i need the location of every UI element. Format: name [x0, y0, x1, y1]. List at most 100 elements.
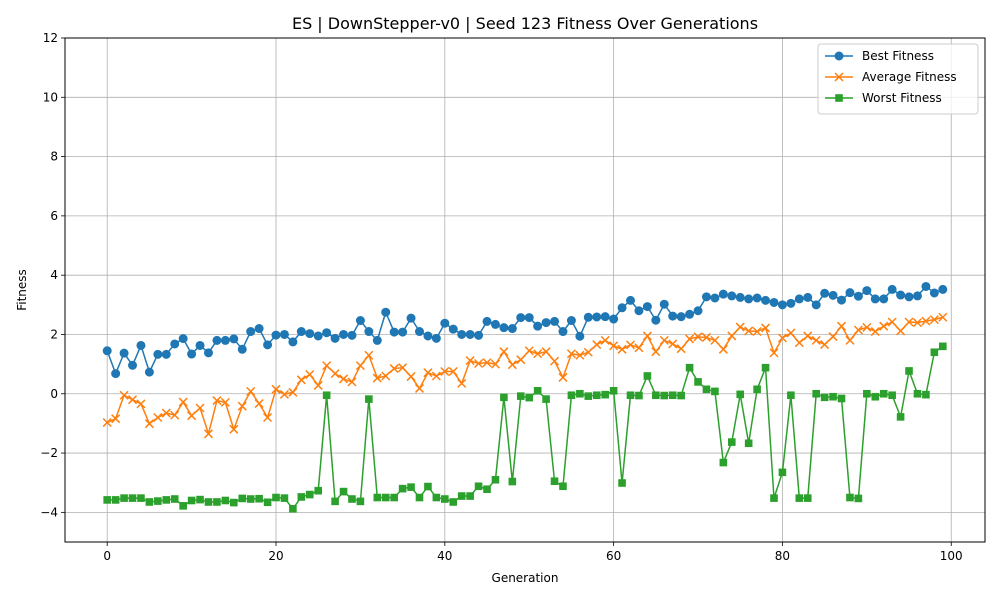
worst-fitness-point	[652, 391, 660, 400]
average-fitness-point	[651, 347, 661, 357]
average-fitness-point	[533, 349, 543, 359]
worst-fitness-point	[449, 498, 458, 506]
average-fitness-point	[735, 322, 745, 332]
best-fitness-point	[296, 327, 306, 337]
best-fitness-point	[474, 330, 484, 340]
best-fitness-point	[794, 294, 804, 304]
worst-fitness-point	[567, 391, 576, 400]
worst-fitness-point	[879, 389, 888, 398]
average-fitness-point	[896, 326, 906, 336]
worst-fitness-point	[787, 391, 795, 400]
average-fitness-point	[744, 326, 754, 336]
best-fitness-point	[744, 294, 754, 304]
average-fitness-point	[693, 332, 703, 342]
worst-fitness-point	[660, 391, 669, 400]
average-fitness-point	[448, 366, 458, 377]
best-fitness-point	[853, 291, 863, 301]
best-fitness-point	[482, 316, 492, 326]
worst-fitness-point	[829, 392, 837, 401]
worst-fitness-point	[398, 484, 407, 493]
average-fitness-point	[710, 335, 720, 345]
average-fitness-point	[220, 397, 230, 407]
best-fitness-point	[136, 340, 146, 350]
worst-fitness-point	[424, 482, 432, 491]
worst-fitness-point	[863, 389, 871, 398]
average-fitness-point	[229, 424, 239, 434]
average-fitness-point	[203, 429, 214, 439]
worst-fitness-point	[441, 495, 449, 503]
best-fitness-point	[398, 327, 408, 337]
best-fitness-point	[364, 327, 374, 337]
average-fitness-point	[153, 412, 163, 423]
best-fitness-point	[288, 337, 298, 347]
best-fitness-point	[685, 309, 695, 319]
worst-fitness-point	[272, 493, 280, 502]
average-fitness-point	[516, 355, 526, 365]
y-axis-label: Fitness	[15, 269, 29, 311]
worst-fitness-point	[390, 493, 398, 502]
worst-fitness-point	[162, 496, 171, 504]
best-fitness-point	[600, 312, 610, 322]
x-axis-label: Generation	[492, 571, 559, 585]
worst-fitness-point	[145, 498, 154, 506]
best-fitness-point	[642, 302, 652, 312]
average-fitness-point	[912, 318, 923, 328]
worst-fitness-point	[179, 502, 187, 510]
worst-fitness-point	[913, 389, 922, 398]
worst-fitness-point	[305, 490, 314, 499]
worst-fitness-point	[230, 498, 238, 507]
worst-fitness-point	[457, 492, 466, 500]
series-best-fitness	[102, 281, 948, 379]
best-fitness-point	[128, 360, 138, 370]
best-fitness-point	[929, 288, 939, 298]
best-fitness-point	[735, 292, 745, 302]
average-fitness-point	[794, 338, 804, 348]
average-fitness-point	[769, 348, 779, 358]
worst-fitness-point	[137, 494, 145, 502]
y-tick-label: 4	[50, 268, 58, 282]
best-fitness-point	[406, 313, 416, 323]
best-fitness-point	[507, 324, 517, 334]
worst-fitness-point	[314, 486, 323, 495]
average-fitness-point	[313, 380, 323, 390]
average-fitness-point	[887, 317, 897, 327]
average-fitness-point	[254, 399, 264, 409]
best-fitness-point	[254, 324, 264, 334]
y-tick-label: 10	[43, 90, 58, 104]
worst-fitness-point	[871, 392, 880, 401]
x-axis-ticks: 0 20 40 60 80 100	[103, 542, 963, 563]
best-fitness-point	[558, 327, 568, 337]
x-tick-label: 20	[268, 549, 283, 563]
best-fitness-point	[617, 303, 627, 313]
worst-fitness-point	[854, 494, 863, 503]
worst-fitness-point	[626, 391, 635, 400]
legend-box	[817, 43, 979, 115]
worst-fitness-point	[618, 479, 626, 487]
worst-fitness-point	[508, 477, 517, 486]
best-fitness-point	[516, 313, 526, 323]
worst-fitness-point	[668, 391, 677, 400]
worst-fitness-point	[896, 413, 905, 421]
average-fitness-point	[406, 372, 416, 382]
y-tick-label: 0	[50, 387, 58, 401]
average-fitness-point	[507, 360, 517, 370]
average-fitness-point	[676, 344, 686, 354]
worst-fitness-point	[204, 498, 213, 506]
average-fitness-point	[786, 328, 796, 338]
best-fitness-point	[161, 349, 171, 359]
best-fitness-point	[575, 331, 585, 341]
best-fitness-point	[938, 284, 948, 294]
best-fitness-point	[811, 300, 821, 310]
average-fitness-point	[727, 331, 737, 341]
worst-fitness-point	[415, 493, 424, 502]
average-fitness-point	[752, 326, 762, 337]
best-fitness-point	[212, 335, 222, 345]
worst-fitness-point	[221, 496, 230, 505]
worst-fitness-point	[187, 496, 196, 505]
legend: Best Fitness Average Fitness Worst Fitness	[817, 43, 979, 115]
worst-fitness-point	[170, 495, 179, 503]
worst-fitness-point	[643, 372, 652, 380]
average-fitness-point	[457, 378, 467, 388]
worst-fitness-point	[474, 482, 483, 491]
legend-marker	[835, 94, 843, 102]
